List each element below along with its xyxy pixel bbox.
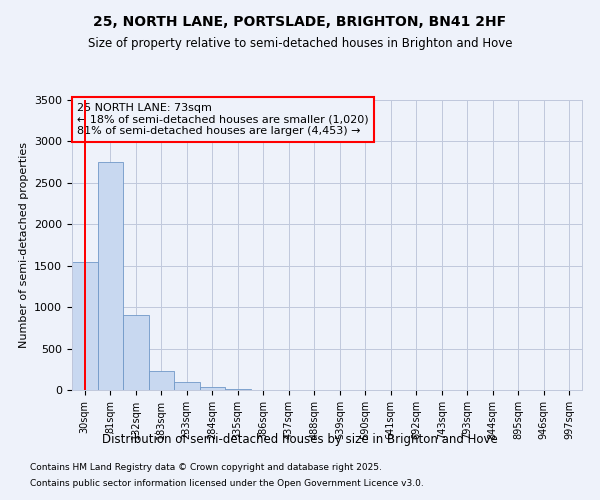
Text: Contains public sector information licensed under the Open Government Licence v3: Contains public sector information licen…	[30, 478, 424, 488]
Bar	[72, 262, 97, 390]
Y-axis label: Number of semi-detached properties: Number of semi-detached properties	[19, 142, 29, 348]
Text: 25 NORTH LANE: 73sqm
← 18% of semi-detached houses are smaller (1,020)
81% of se: 25 NORTH LANE: 73sqm ← 18% of semi-detac…	[77, 103, 369, 136]
Text: Contains HM Land Registry data © Crown copyright and database right 2025.: Contains HM Land Registry data © Crown c…	[30, 464, 382, 472]
Text: Size of property relative to semi-detached houses in Brighton and Hove: Size of property relative to semi-detach…	[88, 38, 512, 51]
Bar	[123, 316, 149, 390]
Bar	[225, 389, 251, 390]
Bar	[97, 162, 123, 390]
Text: 25, NORTH LANE, PORTSLADE, BRIGHTON, BN41 2HF: 25, NORTH LANE, PORTSLADE, BRIGHTON, BN4…	[94, 15, 506, 29]
Bar	[174, 382, 199, 390]
Text: Distribution of semi-detached houses by size in Brighton and Hove: Distribution of semi-detached houses by …	[102, 432, 498, 446]
Bar	[149, 371, 174, 390]
Bar	[199, 386, 225, 390]
